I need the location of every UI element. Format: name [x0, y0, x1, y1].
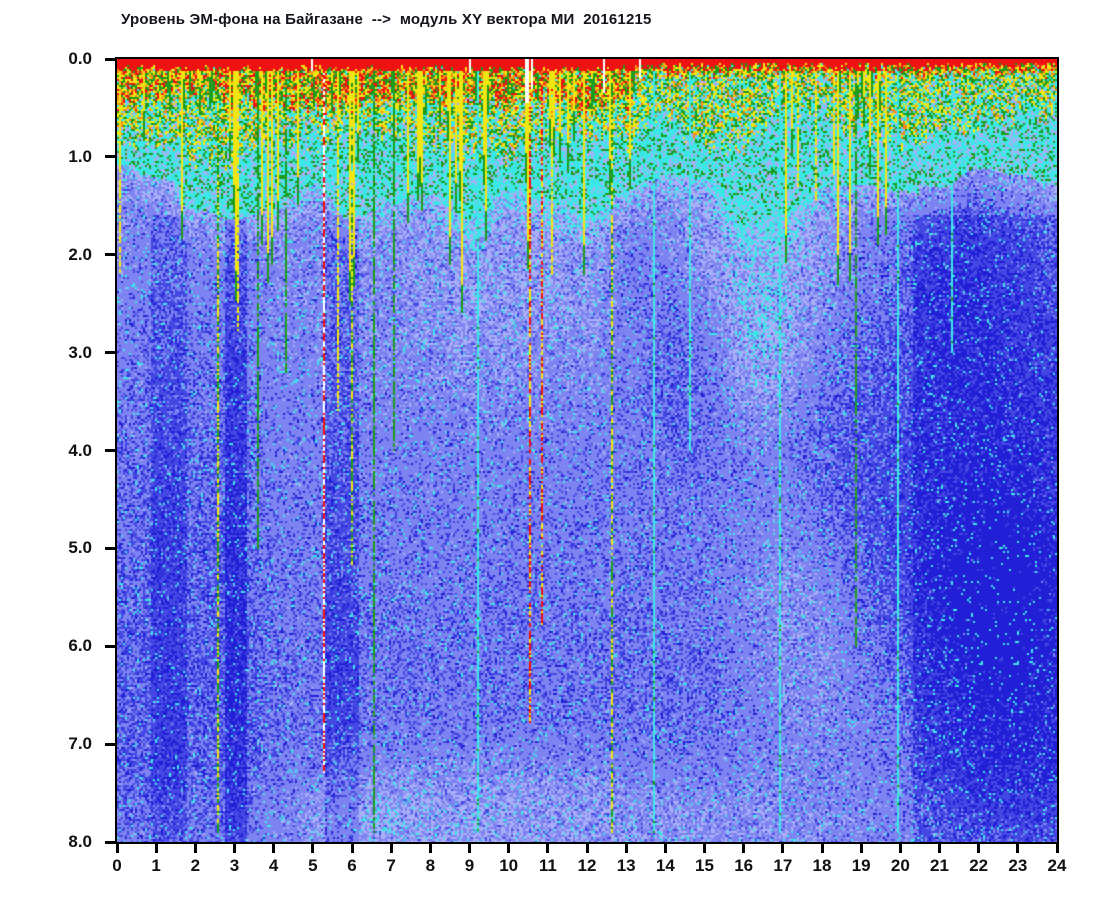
- spectrogram-heatmap: [117, 59, 1057, 842]
- x-tick-label: 23: [1001, 856, 1035, 876]
- y-tick-mark: [105, 547, 115, 550]
- chart-title: Уровень ЭМ-фона на Байгазане --> модуль …: [121, 11, 652, 28]
- y-tick-mark: [105, 253, 115, 256]
- x-tick-label: 20: [883, 856, 917, 876]
- x-tick-mark: [116, 844, 119, 853]
- x-tick-mark: [351, 844, 354, 853]
- x-tick-label: 5: [296, 856, 330, 876]
- y-tick-label: 0.0: [32, 49, 92, 69]
- y-tick-label: 2.0: [32, 245, 92, 265]
- x-tick-label: 21: [923, 856, 957, 876]
- x-tick-label: 8: [413, 856, 447, 876]
- x-tick-mark: [1056, 844, 1059, 853]
- x-tick-mark: [664, 844, 667, 853]
- x-tick-mark: [194, 844, 197, 853]
- x-tick-label: 19: [844, 856, 878, 876]
- x-tick-label: 3: [218, 856, 252, 876]
- x-tick-label: 4: [257, 856, 291, 876]
- y-tick-mark: [105, 449, 115, 452]
- x-tick-mark: [390, 844, 393, 853]
- x-tick-mark: [311, 844, 314, 853]
- x-tick-mark: [821, 844, 824, 853]
- y-tick-mark: [105, 351, 115, 354]
- x-tick-mark: [1016, 844, 1019, 853]
- x-tick-label: 18: [805, 856, 839, 876]
- x-tick-mark: [546, 844, 549, 853]
- x-tick-label: 16: [727, 856, 761, 876]
- x-tick-mark: [860, 844, 863, 853]
- y-tick-label: 5.0: [32, 538, 92, 558]
- y-tick-label: 7.0: [32, 734, 92, 754]
- x-tick-label: 11: [531, 856, 565, 876]
- x-tick-label: 2: [178, 856, 212, 876]
- x-tick-mark: [233, 844, 236, 853]
- x-tick-label: 22: [962, 856, 996, 876]
- x-tick-mark: [742, 844, 745, 853]
- y-tick-label: 4.0: [32, 441, 92, 461]
- x-tick-label: 0: [100, 856, 134, 876]
- y-tick-mark: [105, 841, 115, 844]
- y-tick-mark: [105, 155, 115, 158]
- x-tick-label: 14: [648, 856, 682, 876]
- x-tick-mark: [586, 844, 589, 853]
- x-tick-mark: [625, 844, 628, 853]
- x-tick-label: 1: [139, 856, 173, 876]
- y-tick-label: 3.0: [32, 343, 92, 363]
- x-tick-mark: [977, 844, 980, 853]
- x-tick-mark: [899, 844, 902, 853]
- y-tick-label: 8.0: [32, 832, 92, 852]
- x-tick-label: 7: [374, 856, 408, 876]
- y-tick-mark: [105, 743, 115, 746]
- x-tick-label: 9: [453, 856, 487, 876]
- x-tick-label: 10: [492, 856, 526, 876]
- x-tick-label: 17: [766, 856, 800, 876]
- x-tick-label: 24: [1040, 856, 1074, 876]
- x-tick-label: 12: [570, 856, 604, 876]
- x-tick-mark: [429, 844, 432, 853]
- y-tick-label: 6.0: [32, 636, 92, 656]
- x-tick-label: 15: [688, 856, 722, 876]
- x-tick-mark: [781, 844, 784, 853]
- x-tick-label: 6: [335, 856, 369, 876]
- x-tick-mark: [468, 844, 471, 853]
- x-tick-mark: [703, 844, 706, 853]
- y-tick-label: 1.0: [32, 147, 92, 167]
- x-tick-mark: [272, 844, 275, 853]
- y-tick-mark: [105, 645, 115, 648]
- x-tick-mark: [507, 844, 510, 853]
- x-tick-label: 13: [609, 856, 643, 876]
- x-tick-mark: [155, 844, 158, 853]
- plot-frame: [115, 57, 1059, 844]
- page: Уровень ЭМ-фона на Байгазане --> модуль …: [0, 0, 1096, 900]
- y-tick-mark: [105, 58, 115, 61]
- x-tick-mark: [938, 844, 941, 853]
